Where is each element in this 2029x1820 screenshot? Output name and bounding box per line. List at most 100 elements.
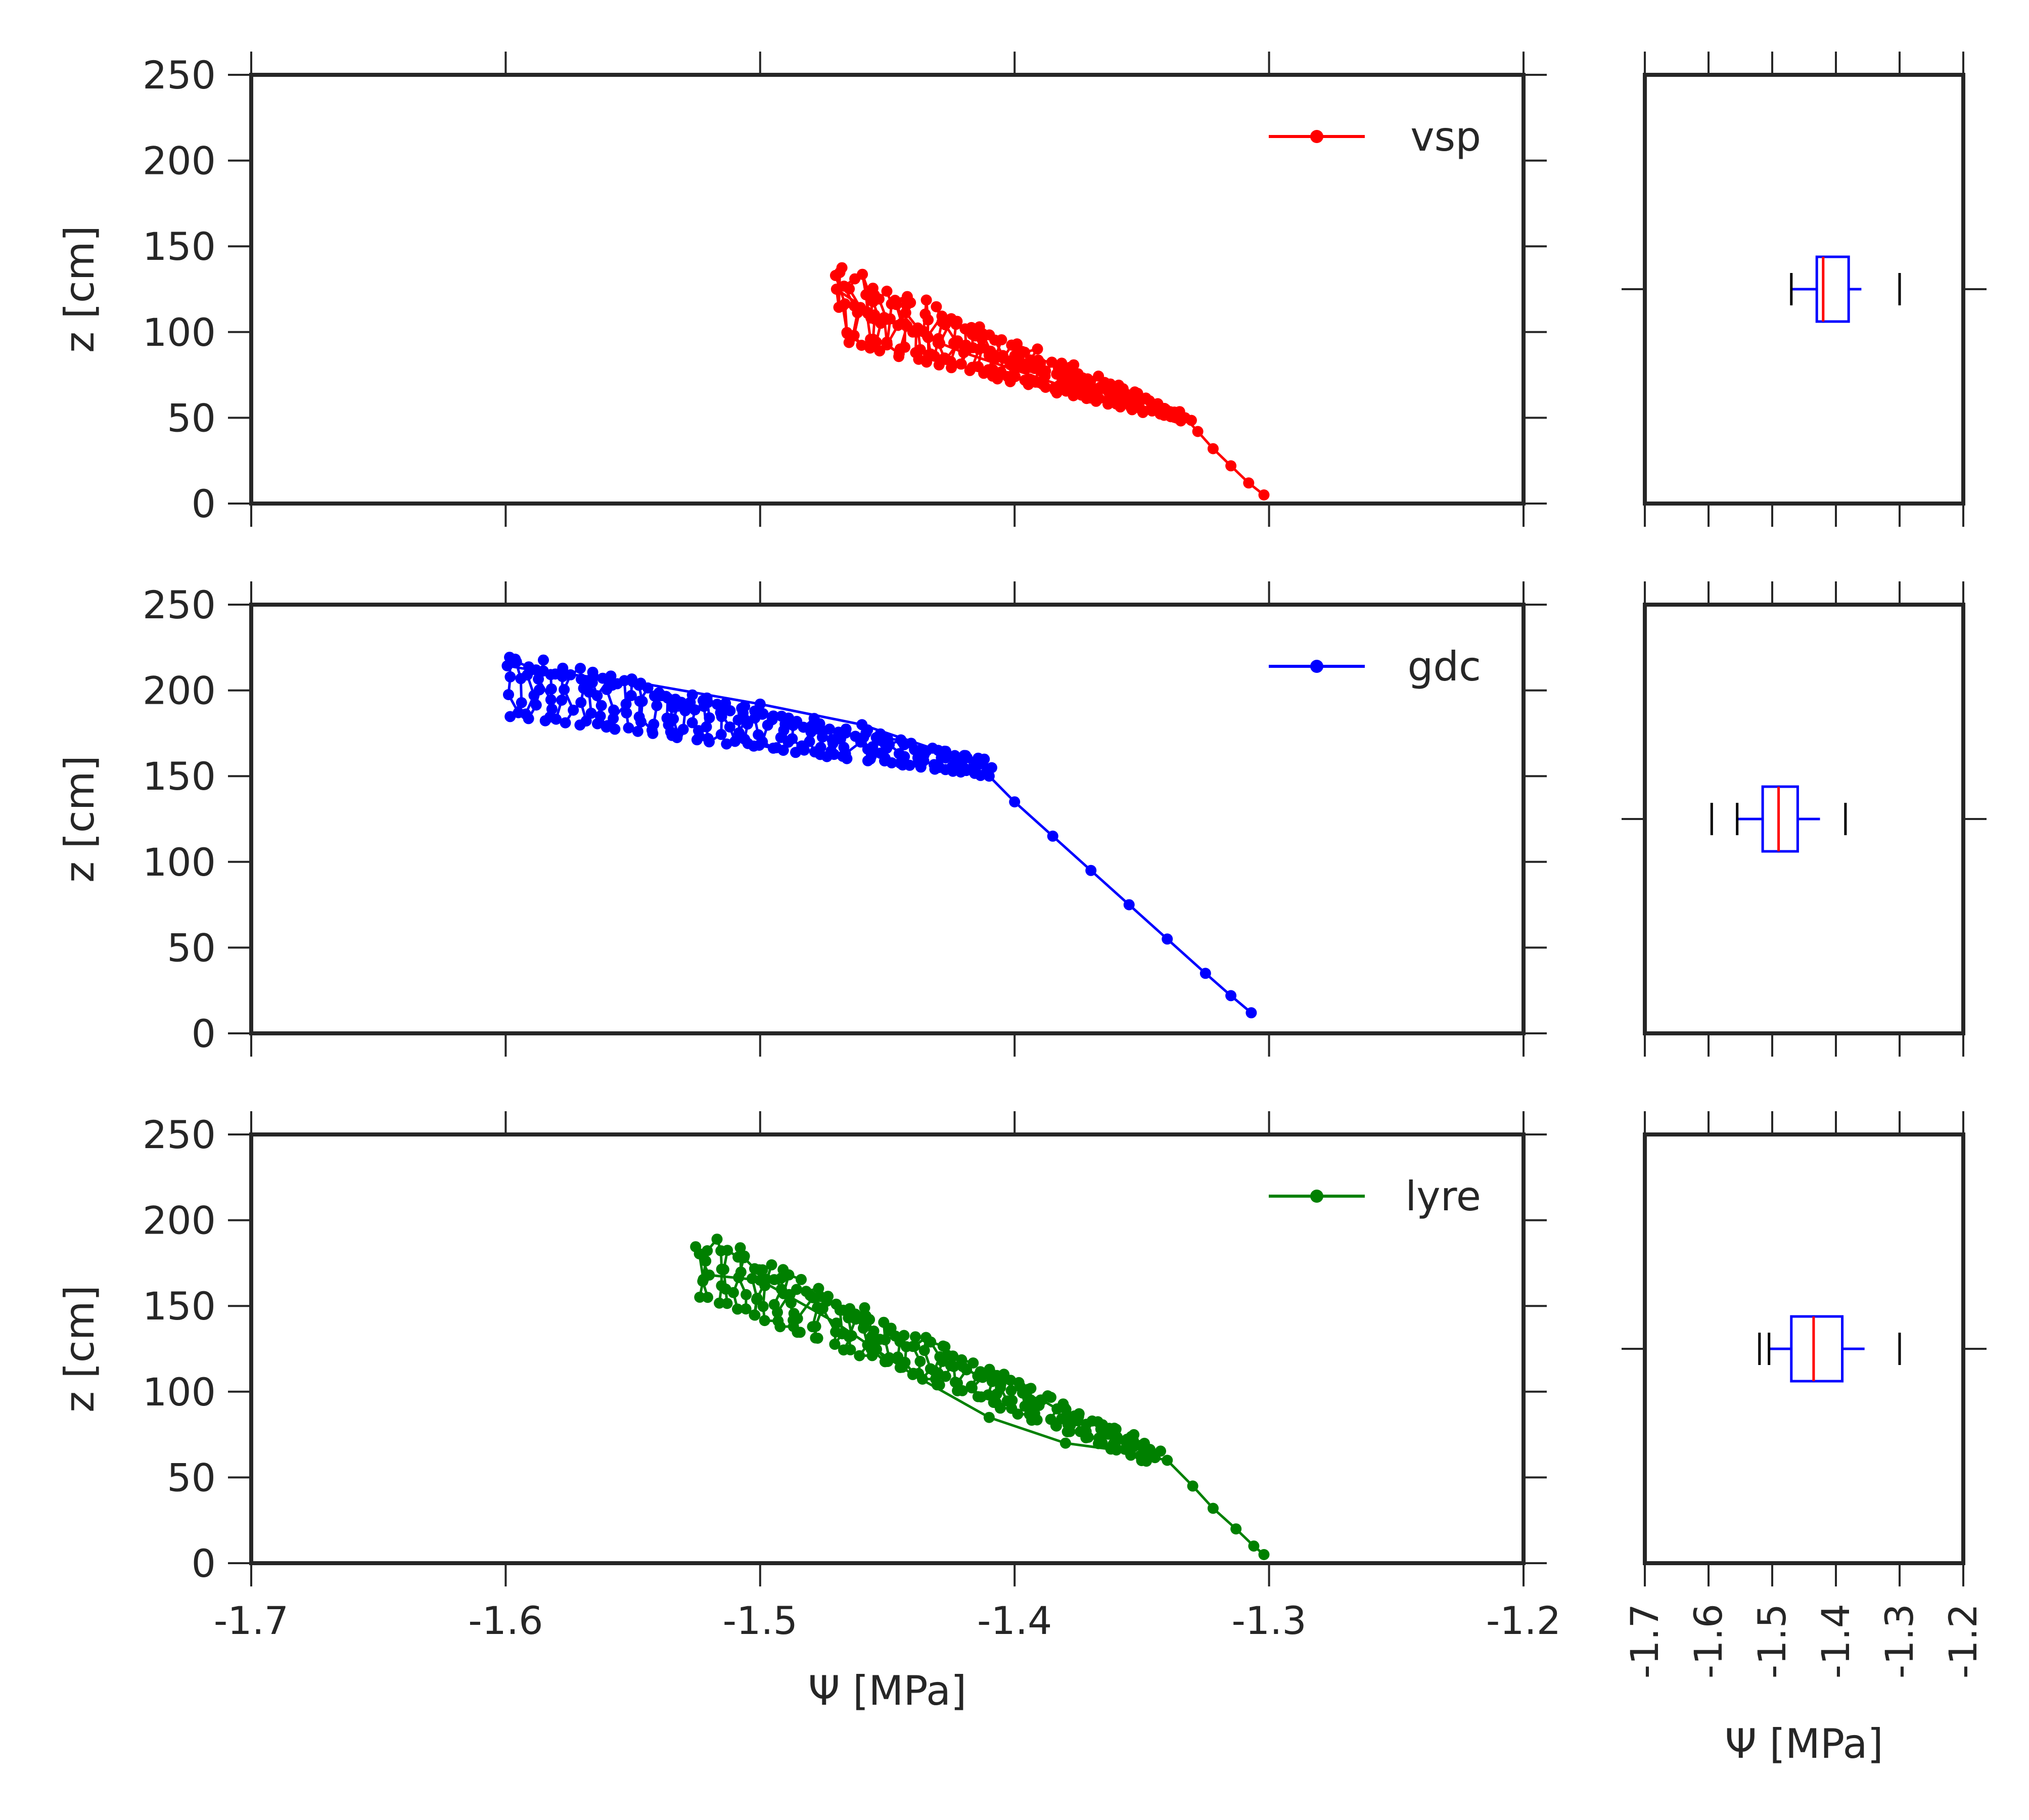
data-point	[966, 361, 978, 373]
data-point	[530, 664, 542, 676]
data-point	[940, 752, 951, 764]
box-gdc	[1622, 581, 1987, 1057]
data-point	[822, 1291, 834, 1302]
data-point	[854, 1350, 865, 1361]
data-point	[772, 1306, 783, 1318]
x-tick-label: -1.3	[1877, 1604, 1922, 1678]
x-tick-label: -1.5	[1749, 1604, 1794, 1678]
data-point	[1032, 354, 1044, 366]
data-point	[625, 690, 637, 701]
data-point	[649, 690, 660, 702]
legend-label: vsp	[1410, 113, 1481, 160]
data-point	[1246, 1007, 1257, 1019]
data-point	[734, 1242, 746, 1254]
data-point	[783, 1269, 795, 1281]
data-point	[905, 297, 916, 308]
data-point	[960, 765, 972, 777]
data-point	[768, 1274, 780, 1286]
data-point	[949, 750, 960, 761]
data-point	[778, 1288, 790, 1299]
data-point	[940, 319, 951, 331]
data-point	[957, 1361, 969, 1373]
data-point	[948, 1361, 959, 1372]
data-point	[817, 1303, 828, 1314]
data-point	[792, 1313, 803, 1325]
data-point	[1192, 426, 1204, 437]
data-point	[810, 1332, 821, 1344]
data-point	[642, 682, 654, 694]
data-point	[626, 673, 637, 685]
y-tick-label: 100	[143, 310, 216, 355]
scatter-panels: 0 50 100 150 200 250 z [cm] vsp 0 50 100 150 200 250 z…	[56, 52, 1561, 1714]
data-point	[873, 293, 885, 305]
data-point	[539, 715, 551, 726]
data-point	[1037, 379, 1049, 390]
y-tick-label: 0	[192, 1541, 216, 1586]
data-point	[895, 1332, 906, 1344]
data-point	[867, 741, 879, 753]
data-point	[1123, 899, 1135, 911]
data-point	[973, 343, 985, 355]
panel-vsp: 0 50 100 150 200 250 z [cm] vsp	[56, 52, 1547, 527]
legend: gdc	[1269, 643, 1481, 690]
data-point	[546, 703, 558, 715]
data-point	[550, 713, 562, 725]
data-point	[844, 283, 855, 295]
data-point	[1004, 359, 1016, 371]
legend-label: lyre	[1405, 1173, 1481, 1220]
data-point	[714, 1297, 725, 1309]
data-point	[1051, 387, 1063, 399]
data-point	[1104, 378, 1116, 390]
data-point	[691, 734, 703, 746]
box	[1815, 255, 1850, 323]
data-point	[575, 697, 587, 708]
data-point	[702, 1245, 713, 1256]
data-point	[516, 697, 527, 708]
data-point	[843, 1331, 855, 1343]
data-point	[757, 736, 768, 748]
data-point	[679, 705, 691, 716]
data-point	[660, 691, 672, 702]
data-point	[904, 759, 915, 771]
data-point	[686, 717, 698, 729]
data-point	[633, 711, 645, 723]
data-point	[1112, 1431, 1123, 1443]
data-point	[831, 1317, 842, 1329]
data-point	[1055, 361, 1067, 373]
data-point	[565, 669, 576, 680]
data-point	[741, 1289, 752, 1300]
data-point	[1207, 1503, 1219, 1514]
data-point	[787, 733, 798, 745]
data-point	[1020, 1389, 1031, 1400]
data-point	[601, 684, 613, 695]
data-point	[757, 1264, 768, 1276]
data-point	[859, 1302, 870, 1313]
data-point	[884, 1352, 895, 1363]
data-point	[927, 742, 938, 754]
legend: lyre	[1269, 1173, 1481, 1220]
data-point	[1094, 381, 1106, 393]
data-point	[530, 699, 542, 711]
x-tick-label: -1.6	[468, 1598, 543, 1643]
data-point	[815, 742, 826, 753]
data-point	[994, 1402, 1006, 1414]
y-tick-label: 50	[167, 395, 216, 440]
y-tick-label: 150	[143, 754, 216, 799]
data-point	[722, 1245, 733, 1256]
data-point	[1068, 359, 1080, 371]
data-point	[749, 712, 761, 724]
data-point	[798, 721, 809, 733]
data-point	[899, 1356, 911, 1368]
data-point	[651, 700, 663, 711]
data-point	[701, 721, 712, 733]
data-point	[1009, 796, 1021, 808]
data-point	[1045, 1392, 1056, 1403]
data-point	[759, 1315, 770, 1327]
data-point	[1059, 1437, 1071, 1449]
data-point	[910, 347, 921, 358]
box	[1761, 785, 1799, 853]
data-point	[894, 343, 906, 355]
data-point	[574, 719, 586, 731]
data-point	[1207, 443, 1219, 454]
